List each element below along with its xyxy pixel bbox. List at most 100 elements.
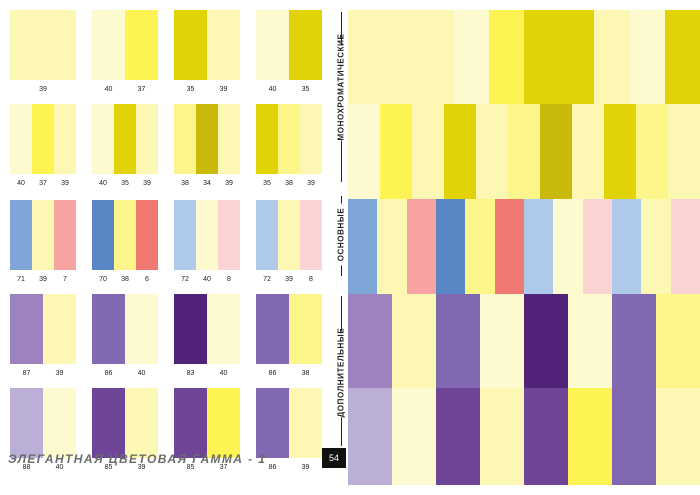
panel-color-block [436,199,466,294]
swatch-code-label: 72 [263,276,271,283]
swatch-code-label: 88 [22,464,31,471]
swatch-segment [174,104,196,174]
color-swatch [256,10,322,80]
panel-color-block [348,104,381,199]
swatch-code-label: 83 [186,370,195,377]
swatch-code-label: 85 [186,464,195,471]
swatch-code-label: 8 [227,276,231,283]
swatch-segment [54,104,76,174]
swatch-segment [300,104,322,174]
panel-color-block [594,10,631,104]
swatch-segment [278,200,300,270]
panel-color-block [436,388,481,485]
panel-color-block [524,199,554,294]
panel-color-block [412,104,445,199]
swatch-segment [10,388,43,458]
swatch-segment [92,294,125,364]
footer-title: ЭЛЕГАНТНАЯ ЦВЕТОВАЯ ГАММА - 1 [8,452,267,466]
panel-color-block [572,104,605,199]
swatch-segment [125,10,158,80]
panel-color-block [383,10,419,104]
swatch-code-label: 40 [219,370,228,377]
panel-color-block [508,104,541,199]
panel-color-block [524,294,569,388]
swatch-segment [256,388,289,458]
swatch-code-label: 39 [285,276,293,283]
section-label-monochromatic: МОНОХРОМАТИЧЕСКИЕ [336,33,346,141]
swatch-segment [196,200,218,270]
color-swatch [256,294,322,364]
swatch-code-label: 37 [137,86,146,93]
swatch-segment [218,200,240,270]
color-swatch [256,200,322,270]
swatch-code-label: 39 [61,180,69,187]
color-swatch [10,104,76,174]
section-label-complementary: ДОПОЛНИТЕЛЬНЫЕ [336,327,346,418]
swatch-code-label: 39 [55,370,64,377]
panel-color-block [612,388,657,485]
panel-color-block [568,388,613,485]
swatch-code-label: 39 [39,86,47,93]
swatch-code-label: 40 [104,86,113,93]
panel-color-block [629,10,666,104]
panel-color-block [392,388,437,485]
swatch-code-label: 39 [39,276,47,283]
swatch-segment [43,294,76,364]
panel-color-block [668,104,700,199]
swatch-segment [54,200,76,270]
color-swatch [92,200,158,270]
swatch-code-label: 86 [104,370,113,377]
swatch-code-label: 71 [17,276,25,283]
swatch-segment [125,388,158,458]
panel-color-block [380,104,413,199]
swatch-code-label: 38 [285,180,293,187]
panel-color-block [656,294,700,388]
swatch-code-label: 39 [307,180,315,187]
swatch-segment [114,200,136,270]
panel-color-block [559,10,595,104]
swatch-segment [174,200,196,270]
panel-color-block [418,10,455,104]
color-swatch [174,200,240,270]
swatch-segment [207,10,240,80]
panel-color-block [540,104,573,199]
swatch-segment [289,10,322,80]
panel-color-block [670,199,700,294]
swatch-code-label: 34 [203,180,211,187]
swatch-code-label: 40 [203,276,211,283]
swatch-segment [218,104,240,174]
panel-color-block [436,294,481,388]
swatch-segment [174,294,207,364]
panel-color-block [406,199,437,294]
swatch-segment [136,104,158,174]
panel-color-block [553,199,584,294]
swatch-segment [174,388,207,458]
swatch-segment [256,10,289,80]
section-label-basic: ОСНОВНЫЕ [336,203,346,266]
color-swatch [256,104,322,174]
swatch-segment [92,10,125,80]
swatch-code-label: 85 [104,464,113,471]
swatch-segment [256,294,289,364]
swatch-segment [10,294,43,364]
swatch-code-label: 38 [121,276,129,283]
color-swatch [10,10,76,80]
swatch-segment [32,200,54,270]
color-swatch [256,388,322,458]
swatch-segment [10,104,32,174]
swatch-code-label: 72 [181,276,189,283]
swatch-segment [32,104,54,174]
swatch-code-label: 40 [17,180,25,187]
swatch-segment [207,294,240,364]
panel-color-block [524,10,560,104]
swatch-segment [10,200,32,270]
panel-color-block [453,10,490,104]
swatch-code-label: 70 [99,276,107,283]
swatch-code-label: 37 [219,464,228,471]
swatch-segment [10,10,76,80]
panel-color-block [444,104,477,199]
panel-color-block [348,10,384,104]
swatch-code-label: 38 [301,370,310,377]
panel-color-block [636,104,669,199]
swatch-segment [114,104,136,174]
